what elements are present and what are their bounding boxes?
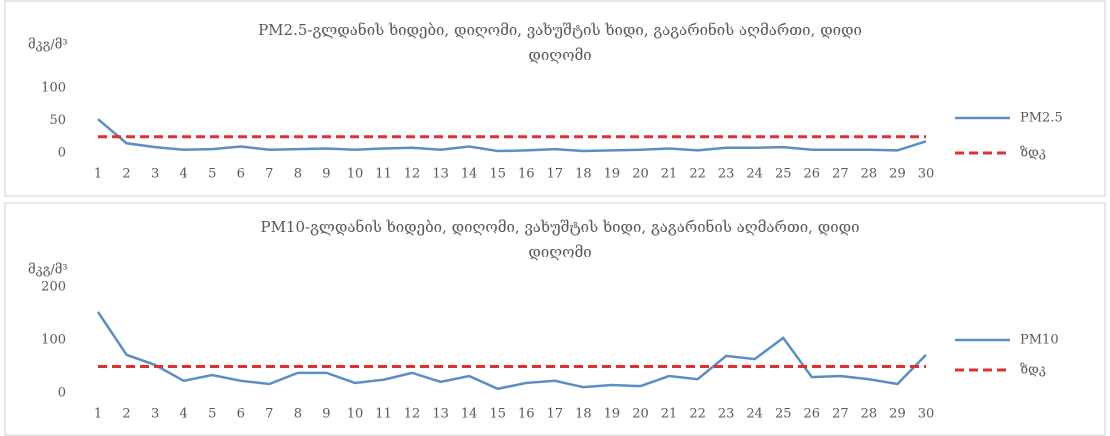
- x-tick-label: 24: [746, 167, 763, 182]
- x-tick-label: 21: [661, 167, 678, 182]
- x-tick-label: 13: [432, 407, 449, 422]
- x-tick-label: 12: [404, 167, 421, 182]
- x-tick-label: 20: [632, 407, 649, 422]
- x-tick-label: 1: [94, 167, 102, 182]
- x-tick-label: 30: [918, 167, 935, 182]
- y-tick-label: 0: [58, 146, 66, 161]
- y-tick-label: 0: [58, 386, 66, 401]
- y-tick-label: 100: [41, 333, 66, 348]
- x-tick-label: 10: [347, 407, 364, 422]
- x-tick-label: 3: [151, 167, 159, 182]
- x-tick-label: 13: [432, 167, 449, 182]
- x-tick-label: 11: [375, 167, 392, 182]
- x-tick-label: 4: [180, 407, 188, 422]
- x-tick-label: 9: [322, 407, 330, 422]
- x-tick-label: 5: [208, 407, 216, 422]
- x-tick-label: 18: [575, 407, 592, 422]
- x-tick-label: 7: [265, 407, 273, 422]
- x-tick-label: 10: [347, 167, 364, 182]
- y-axis-label: მკგ/მ³: [28, 263, 68, 278]
- panel-border: [4, 202, 1106, 436]
- legend-label: ზდკ: [1020, 146, 1046, 161]
- x-tick-label: 7: [265, 167, 273, 182]
- x-tick-label: 21: [661, 407, 678, 422]
- series-line: [96, 311, 927, 391]
- x-tick-label: 22: [689, 407, 706, 422]
- y-tick-label: 50: [49, 113, 66, 128]
- chart-title: PM10-გლდანის ხიდები, დიღომი, ვახუშტის ხი…: [260, 218, 860, 261]
- x-tick-label: 2: [122, 407, 130, 422]
- x-tick-label: 3: [151, 407, 159, 422]
- x-tick-label: 19: [604, 407, 621, 422]
- series-line: [97, 118, 927, 153]
- x-tick-label: 14: [461, 167, 478, 182]
- x-tick-label: 22: [689, 167, 706, 182]
- x-tick-label: 28: [861, 407, 878, 422]
- x-tick-label: 2: [122, 167, 130, 182]
- x-tick-label: 5: [208, 167, 216, 182]
- x-tick-label: 12: [404, 407, 421, 422]
- x-tick-label: 6: [237, 407, 245, 422]
- x-tick-label: 26: [804, 167, 821, 182]
- panel-border: [4, 0, 1106, 197]
- x-tick-label: 25: [775, 407, 792, 422]
- x-tick-label: 26: [804, 407, 821, 422]
- x-tick-label: 27: [832, 167, 849, 182]
- x-tick-label: 24: [746, 407, 763, 422]
- x-tick-label: 4: [180, 167, 188, 182]
- y-tick-label: 200: [41, 280, 66, 295]
- x-tick-label: 11: [375, 407, 392, 422]
- legend-label: PM10: [1020, 333, 1059, 348]
- x-tick-label: 18: [575, 167, 592, 182]
- title-box: PM10-გლდანის ხიდები, დიღომი, ვახუშტის ხი…: [260, 218, 860, 261]
- x-tick-label: 16: [518, 407, 535, 422]
- x-tick-label: 25: [775, 167, 792, 182]
- x-tick-label: 30: [918, 407, 935, 422]
- x-tick-label: 28: [861, 167, 878, 182]
- x-tick-label: 8: [294, 167, 302, 182]
- x-tick-label: 15: [489, 167, 506, 182]
- x-tick-label: 17: [547, 167, 564, 182]
- y-tick-label: 100: [41, 81, 66, 96]
- x-tick-label: 9: [322, 167, 330, 182]
- x-tick-label: 27: [832, 407, 849, 422]
- x-tick-label: 1: [94, 407, 102, 422]
- x-tick-label: 23: [718, 407, 735, 422]
- x-tick-label: 6: [237, 167, 245, 182]
- x-tick-label: 15: [489, 407, 506, 422]
- legend-label: PM2.5: [1020, 111, 1063, 126]
- x-tick-label: 23: [718, 167, 735, 182]
- x-tick-label: 19: [604, 167, 621, 182]
- chart-title: PM2.5-გლდანის ხიდები, დიღომი, ვახუშტის ხ…: [258, 21, 862, 64]
- x-tick-label: 29: [889, 167, 906, 182]
- x-tick-label: 16: [518, 167, 535, 182]
- x-tick-label: 14: [461, 407, 478, 422]
- x-tick-label: 20: [632, 167, 649, 182]
- x-tick-label: 17: [547, 407, 564, 422]
- legend-label: ზდკ: [1020, 363, 1046, 378]
- title-box: PM2.5-გლდანის ხიდები, დიღომი, ვახუშტის ხ…: [258, 21, 862, 64]
- x-tick-label: 8: [294, 407, 302, 422]
- y-axis-label: მკგ/მ³: [28, 38, 68, 53]
- x-tick-label: 29: [889, 407, 906, 422]
